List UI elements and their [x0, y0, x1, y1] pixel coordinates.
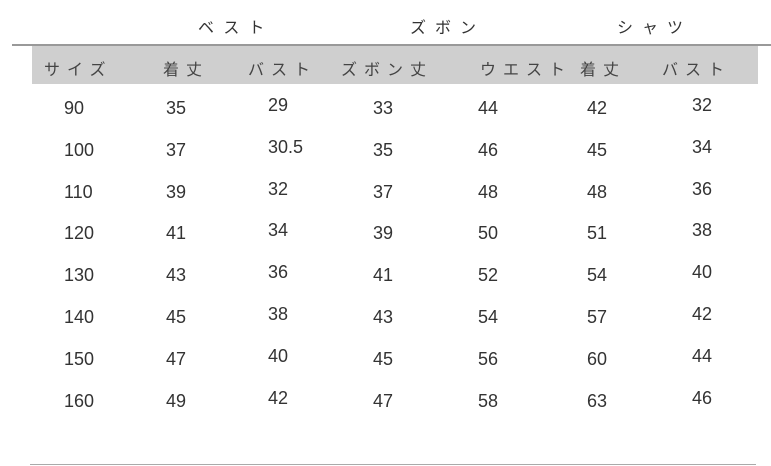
column-header: ズボン丈	[341, 60, 434, 79]
table-cell: 37	[373, 181, 394, 202]
table-cell: 45	[373, 348, 394, 369]
table-cell: 54	[478, 307, 499, 327]
table-cell: 40	[692, 262, 713, 283]
table-cell: 29	[268, 95, 289, 115]
table-cell: 150	[64, 348, 95, 369]
table-cell: 38	[692, 220, 713, 241]
table-cell: 35	[373, 139, 394, 160]
table-cell: 45	[166, 307, 187, 327]
table-cell: 36	[692, 178, 713, 199]
table-cell: 46	[478, 139, 499, 160]
table-cell: 130	[64, 265, 95, 286]
table-cell: 42	[692, 304, 713, 324]
column-header: バスト	[248, 60, 318, 79]
column-header: バスト	[662, 60, 732, 79]
table-cell: 47	[166, 348, 187, 369]
group-label-vest: ベスト	[198, 18, 274, 37]
table-cell: 36	[268, 262, 289, 283]
table-cell: 44	[692, 345, 713, 366]
table-cell: 37	[166, 139, 187, 160]
table-cell: 56	[478, 348, 499, 369]
table-cell: 60	[587, 348, 608, 369]
group-label-shirt: シャツ	[617, 18, 693, 37]
table-cell: 41	[166, 223, 187, 244]
table-cell: 32	[268, 178, 289, 199]
table-cell: 100	[64, 139, 95, 160]
table-cell: 42	[268, 387, 289, 408]
table-cell: 42	[587, 98, 608, 118]
table-cell: 51	[587, 223, 608, 244]
table-cell: 40	[268, 345, 289, 366]
table-cell: 48	[478, 181, 499, 202]
table-cell: 90	[64, 98, 85, 118]
table-cell: 160	[64, 390, 95, 411]
table-cell: 45	[587, 139, 608, 160]
table-cell: 120	[64, 223, 95, 244]
table-cell: 47	[373, 390, 394, 411]
table-cell: 39	[373, 223, 394, 244]
table-cell: 34	[692, 136, 713, 157]
table-cell: 110	[64, 181, 93, 202]
column-header: サイズ	[44, 60, 113, 79]
table-cell: 46	[692, 387, 713, 408]
table-cell: 63	[587, 390, 608, 411]
table-cell: 33	[373, 98, 394, 118]
table-cell: 41	[373, 265, 394, 286]
divider	[30, 464, 756, 465]
divider	[12, 44, 771, 46]
table-cell: 32	[692, 95, 713, 115]
table-cell: 50	[478, 223, 499, 244]
table-cell: 49	[166, 390, 187, 411]
column-header: 着丈	[163, 60, 210, 79]
table-cell: 140	[64, 307, 95, 327]
table-cell: 48	[587, 181, 608, 202]
table-cell: 57	[587, 307, 608, 327]
table-cell: 43	[166, 265, 187, 286]
group-label-pants: ズボン	[410, 18, 486, 37]
table-cell: 54	[587, 265, 608, 286]
column-header: 着丈	[580, 60, 627, 79]
table-cell: 39	[166, 181, 187, 202]
table-cell: 44	[478, 98, 499, 118]
table-cell: 38	[268, 304, 289, 324]
table-cell: 58	[478, 390, 499, 411]
table-cell: 52	[478, 265, 499, 286]
table-cell: 30.5	[268, 136, 304, 157]
table-cell: 35	[166, 98, 187, 118]
header-row	[32, 46, 758, 84]
table-cell: 34	[268, 220, 289, 241]
table-cell: 43	[373, 307, 394, 327]
column-header: ウエスト	[480, 60, 573, 79]
